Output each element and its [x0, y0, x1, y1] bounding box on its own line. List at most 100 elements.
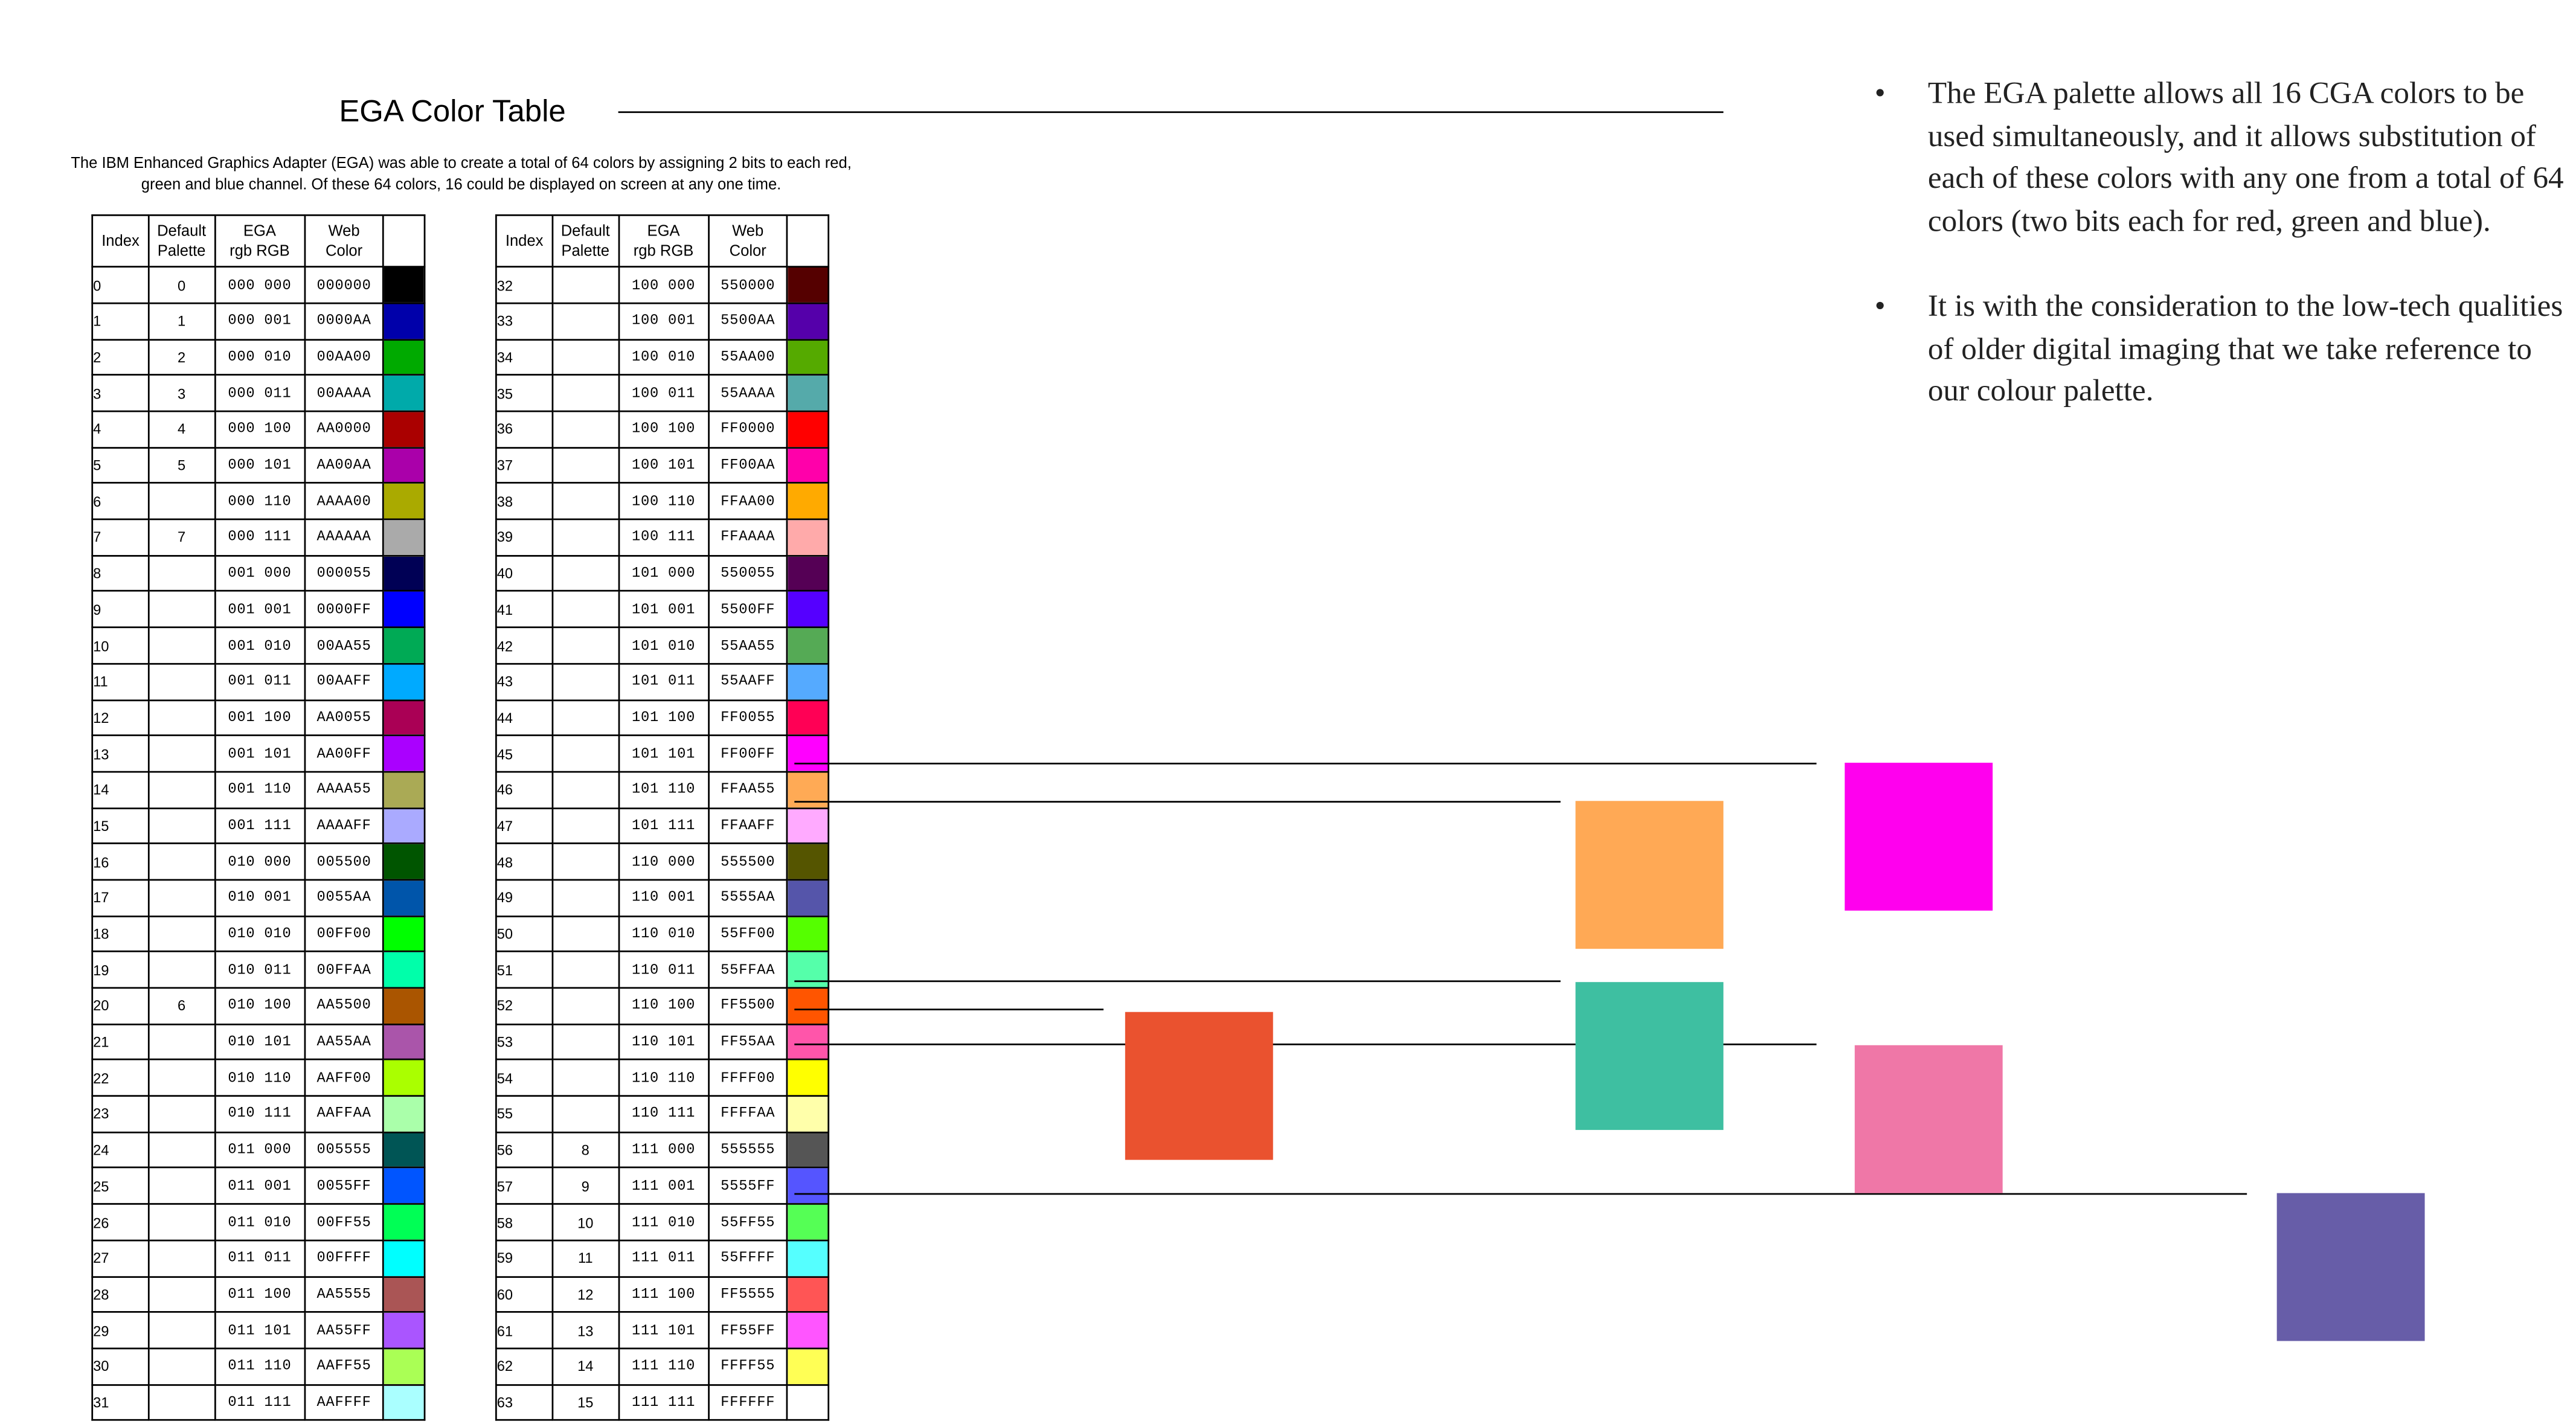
default-palette-cell: 2 — [147, 338, 216, 376]
color-swatch — [786, 374, 830, 412]
web-color-cell: FF55AA — [708, 1023, 788, 1061]
bullet-marker: • — [1874, 289, 1886, 324]
default-palette-cell: 0 — [147, 266, 216, 304]
default-palette-cell — [551, 1095, 619, 1134]
table-row: 18 010 010 00FF00 — [91, 915, 426, 953]
ega-rgb-cell: 011 010 — [213, 1203, 306, 1242]
default-palette-cell — [147, 554, 216, 592]
web-color-cell: FFFFFF — [708, 1384, 788, 1422]
web-color-cell: 0000AA — [304, 302, 384, 341]
table-row: 16 010 000 005500 — [91, 842, 426, 881]
web-color-cell: FF00AA — [708, 446, 788, 484]
web-color-cell: AA0055 — [304, 699, 384, 737]
index-cell: 37 — [495, 446, 554, 484]
table-row: 61 13 111 101 FF55FF — [495, 1311, 830, 1350]
table-header-row: Index Default Palette EGA rgb RGB Web Color — [495, 214, 830, 268]
index-cell: 53 — [495, 1023, 554, 1061]
index-cell: 52 — [495, 987, 554, 1025]
ega-rgb-cell: 111 011 — [617, 1239, 710, 1277]
color-swatch — [382, 626, 426, 665]
table-row: 60 12 111 100 FF5555 — [495, 1275, 830, 1313]
default-palette-cell — [147, 1023, 216, 1061]
index-cell: 12 — [91, 699, 150, 737]
web-color-cell: 550000 — [708, 266, 788, 304]
web-color-cell: AA00FF — [304, 734, 384, 773]
web-color-cell: AAFF00 — [304, 1059, 384, 1097]
ega-rgb-cell: 110 000 — [617, 842, 710, 881]
ega-rgb-cell: 101 010 — [617, 626, 710, 665]
table-row: 6 000 110 AAAA00 — [91, 483, 426, 521]
ega-rgb-cell: 001 000 — [213, 554, 306, 592]
index-cell: 8 — [91, 554, 150, 592]
connector-line-57 — [794, 1193, 2247, 1195]
web-color-cell: 5555FF — [708, 1167, 788, 1205]
index-cell: 50 — [495, 915, 554, 953]
default-palette-cell — [551, 338, 619, 376]
index-cell: 63 — [495, 1384, 554, 1422]
ega-rgb-cell: 010 010 — [213, 915, 306, 953]
table-row: 31 011 111 AAFFFF — [91, 1384, 426, 1422]
title-rule — [618, 111, 1724, 114]
ega-rgb-cell: 101 101 — [617, 734, 710, 773]
default-palette-cell — [147, 1239, 216, 1277]
index-cell: 10 — [91, 626, 150, 665]
ega-rgb-cell: 011 001 — [213, 1167, 306, 1205]
default-palette-cell — [147, 734, 216, 773]
index-cell: 19 — [91, 951, 150, 989]
ega-rgb-cell: 001 001 — [213, 591, 306, 629]
table-row: 11 001 011 00AAFF — [91, 662, 426, 701]
table-row: 33 100 001 5500AA — [495, 302, 830, 341]
default-palette-cell — [551, 879, 619, 917]
index-cell: 44 — [495, 699, 554, 737]
default-palette-cell: 10 — [551, 1203, 619, 1242]
web-color-cell: AA5500 — [304, 987, 384, 1025]
web-color-cell: 00FFFF — [304, 1239, 384, 1277]
web-color-cell: AA0000 — [304, 410, 384, 449]
color-table-right: Index Default Palette EGA rgb RGB Web Color… — [495, 214, 830, 1422]
connector-line-52 — [794, 1009, 1104, 1010]
web-color-cell: 005555 — [304, 1131, 384, 1169]
index-cell: 11 — [91, 662, 150, 701]
index-cell: 43 — [495, 662, 554, 701]
bullet-item: • It is with the consideration to the lo… — [1875, 286, 2565, 414]
color-swatch — [382, 1275, 426, 1313]
web-color-cell: FFFF00 — [708, 1059, 788, 1097]
ega-rgb-cell: 011 111 — [213, 1384, 306, 1422]
ega-rgb-cell: 110 001 — [617, 879, 710, 917]
ega-rgb-cell: 011 100 — [213, 1275, 306, 1313]
connector-line-51 — [794, 980, 1561, 983]
index-cell: 33 — [495, 302, 554, 341]
default-palette-cell — [147, 1059, 216, 1097]
table-row: 2 2 000 010 00AA00 — [91, 338, 426, 376]
table-row: 24 011 000 005555 — [91, 1131, 426, 1169]
header-web-color: Web Color — [304, 214, 384, 268]
table-row: 49 110 001 5555AA — [495, 879, 830, 917]
web-color-cell: 5555AA — [708, 879, 788, 917]
color-swatch — [382, 483, 426, 521]
ega-rgb-cell: 000 010 — [213, 338, 306, 376]
web-color-cell: 5500AA — [708, 302, 788, 341]
web-color-cell: 00AAFF — [304, 662, 384, 701]
web-color-cell: FFAAFF — [708, 807, 788, 845]
index-cell: 18 — [91, 915, 150, 953]
index-cell: 39 — [495, 518, 554, 557]
ega-rgb-cell: 101 011 — [617, 662, 710, 701]
palette-square-magenta — [1845, 762, 1993, 911]
index-cell: 62 — [495, 1347, 554, 1385]
index-cell: 14 — [91, 771, 150, 809]
color-swatch — [786, 1347, 830, 1385]
table-row: 56 8 111 000 555555 — [495, 1131, 830, 1169]
color-swatch — [382, 734, 426, 773]
ega-rgb-cell: 101 001 — [617, 591, 710, 629]
ega-rgb-cell: 110 101 — [617, 1023, 710, 1061]
color-swatch — [786, 951, 830, 989]
index-cell: 0 — [91, 266, 150, 304]
default-palette-cell — [551, 951, 619, 989]
color-swatch — [382, 1095, 426, 1134]
header-web-color: Web Color — [708, 214, 788, 268]
web-color-cell: 00AA55 — [304, 626, 384, 665]
index-cell: 3 — [91, 374, 150, 412]
web-color-cell: AAAAAA — [304, 518, 384, 557]
default-palette-cell — [147, 807, 216, 845]
ega-rgb-cell: 000 000 — [213, 266, 306, 304]
